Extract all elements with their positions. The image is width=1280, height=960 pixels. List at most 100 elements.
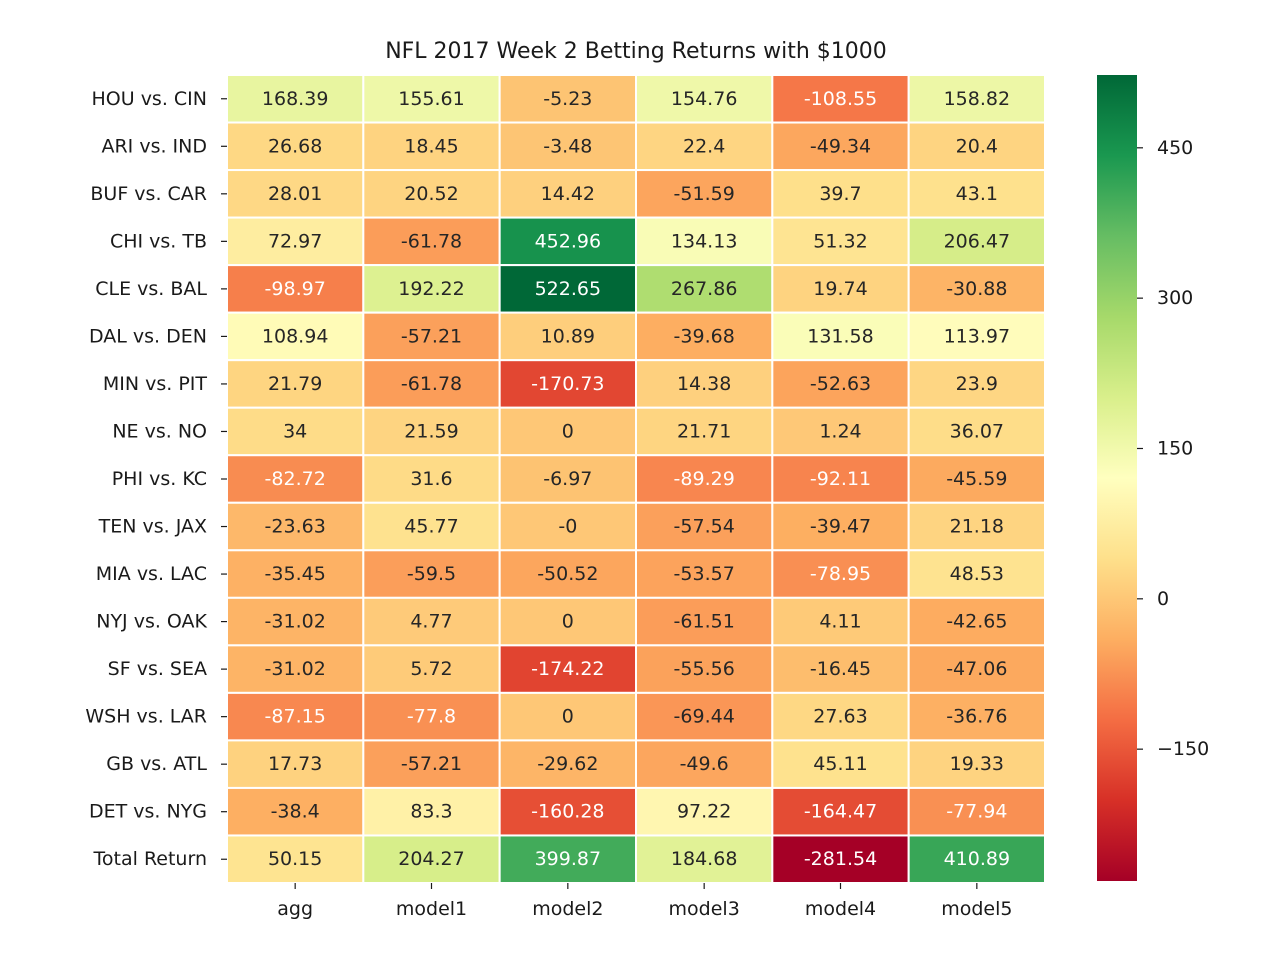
heatmap-cell	[907, 406, 1047, 457]
row-label: DAL vs. DEN	[89, 325, 207, 347]
cell-value-label: -108.55	[804, 88, 877, 110]
cell-value-label: -16.45	[810, 658, 871, 680]
cell-value-label: -39.47	[810, 516, 871, 538]
heatmap-cell	[771, 169, 910, 219]
row-label: NE vs. NO	[112, 420, 207, 442]
colorbar-gradient	[1097, 75, 1137, 881]
heatmap-cell	[498, 264, 637, 314]
heatmap-cell	[226, 549, 365, 599]
cell-value-label: -49.6	[680, 753, 729, 775]
heatmap-cell	[498, 739, 637, 789]
cell-value-label: -98.97	[265, 278, 326, 300]
cell-value-label: 522.65	[535, 278, 601, 300]
cell-value-label: 22.4	[683, 135, 725, 157]
heatmap-cell	[771, 786, 910, 837]
cell-value-label: 48.53	[950, 563, 1004, 585]
cell-value-label: -92.11	[810, 468, 871, 490]
cell-value-label: 20.4	[956, 135, 998, 157]
column-label: model4	[805, 898, 876, 920]
cell-value-label: -57.21	[401, 753, 462, 775]
cell-value-label: 45.77	[404, 516, 458, 538]
cell-value-label: 97.22	[677, 801, 731, 823]
heatmap-cell	[907, 359, 1047, 409]
column-labels: agg model1 model2 model3 model4 model5	[277, 883, 1012, 920]
column-label: model5	[941, 898, 1012, 920]
heatmap-cell	[771, 739, 910, 789]
cell-value-label: -5.23	[543, 88, 592, 110]
cell-value-label: 45.11	[813, 753, 867, 775]
cell-value-label: 28.01	[268, 183, 322, 205]
cell-value-label: -87.15	[265, 706, 326, 728]
cell-value-label: -51.59	[674, 183, 735, 205]
cell-value-label: 452.96	[535, 230, 601, 252]
heatmap-cell	[498, 454, 637, 504]
cell-value-label: -61.51	[674, 611, 735, 633]
cell-value-label: 4.11	[819, 611, 861, 633]
cell-value-label: 399.87	[535, 848, 601, 870]
row-label: MIN vs. PIT	[103, 373, 208, 395]
heatmap-cell	[226, 691, 365, 742]
cell-value-label: 23.9	[956, 373, 998, 395]
cell-value-label: 34	[283, 420, 307, 442]
heatmap-cell	[907, 691, 1047, 742]
heatmap-cell	[771, 406, 910, 457]
row-label: DET vs. NYG	[89, 801, 207, 823]
heatmap-cell	[362, 454, 501, 504]
heatmap-cell	[907, 644, 1047, 694]
cell-value-label: -29.62	[537, 753, 598, 775]
row-label: GB vs. ATL	[106, 753, 207, 775]
cell-value-label: -50.52	[537, 563, 598, 585]
heatmap-cell	[362, 644, 501, 694]
cell-value-label: -52.63	[810, 373, 871, 395]
colorbar-tick-label: 300	[1157, 287, 1193, 309]
heatmap-cell	[907, 596, 1047, 647]
heatmap-cell	[771, 501, 910, 552]
colorbar-tick-label: −150	[1157, 738, 1209, 760]
cell-value-label: -3.48	[543, 135, 592, 157]
heatmap-cell	[362, 74, 501, 124]
cell-value-label: 192.22	[398, 278, 464, 300]
cell-value-label: -61.78	[401, 230, 462, 252]
cell-value-label: 31.6	[410, 468, 452, 490]
heatmap-cell	[226, 644, 365, 694]
cell-value-label: 267.86	[671, 278, 737, 300]
row-label: WSH vs. LAR	[85, 706, 207, 728]
cell-value-label: -31.02	[265, 658, 326, 680]
cell-value-label: 18.45	[404, 135, 458, 157]
cell-value-label: 113.97	[944, 325, 1010, 347]
heatmap-cell	[362, 216, 501, 267]
heatmap-cell	[635, 169, 774, 219]
heatmap-cell	[498, 406, 637, 457]
cell-value-label: 158.82	[944, 88, 1010, 110]
row-labels: HOU vs. CIN ARI vs. IND BUF vs. CAR CHI vs.…	[85, 88, 227, 870]
row-label: BUF vs. CAR	[90, 183, 207, 205]
cell-value-label: 27.63	[813, 706, 867, 728]
heatmap-cell	[907, 454, 1047, 504]
heatmap-cell	[362, 834, 501, 884]
cell-value-label: -0	[558, 516, 577, 538]
heatmap-cell	[362, 596, 501, 647]
heatmap-cell	[498, 216, 637, 267]
heatmap-cell	[498, 644, 637, 694]
heatmap-cell	[635, 406, 774, 457]
row-label: CHI vs. TB	[110, 230, 207, 252]
cell-value-label: -38.4	[271, 801, 320, 823]
cell-value-label: -47.06	[946, 658, 1007, 680]
cell-value-label: 21.71	[677, 420, 731, 442]
row-label: HOU vs. CIN	[92, 88, 208, 110]
cell-value-label: -36.76	[946, 706, 1007, 728]
column-label: agg	[277, 898, 313, 920]
heatmap-cell	[635, 549, 774, 599]
row-label: SF vs. SEA	[108, 658, 207, 680]
heatmap-cell	[771, 216, 910, 267]
heatmap-cell	[498, 691, 637, 742]
cell-value-label: 21.18	[950, 516, 1004, 538]
cell-value-label: -164.47	[804, 801, 877, 823]
heatmap-cell	[635, 121, 774, 172]
heatmap-cell	[907, 786, 1047, 837]
cell-value-label: 14.42	[541, 183, 595, 205]
cell-value-label: 20.52	[404, 183, 458, 205]
cell-value-label: 4.77	[410, 611, 452, 633]
heatmap-cell	[907, 121, 1047, 172]
